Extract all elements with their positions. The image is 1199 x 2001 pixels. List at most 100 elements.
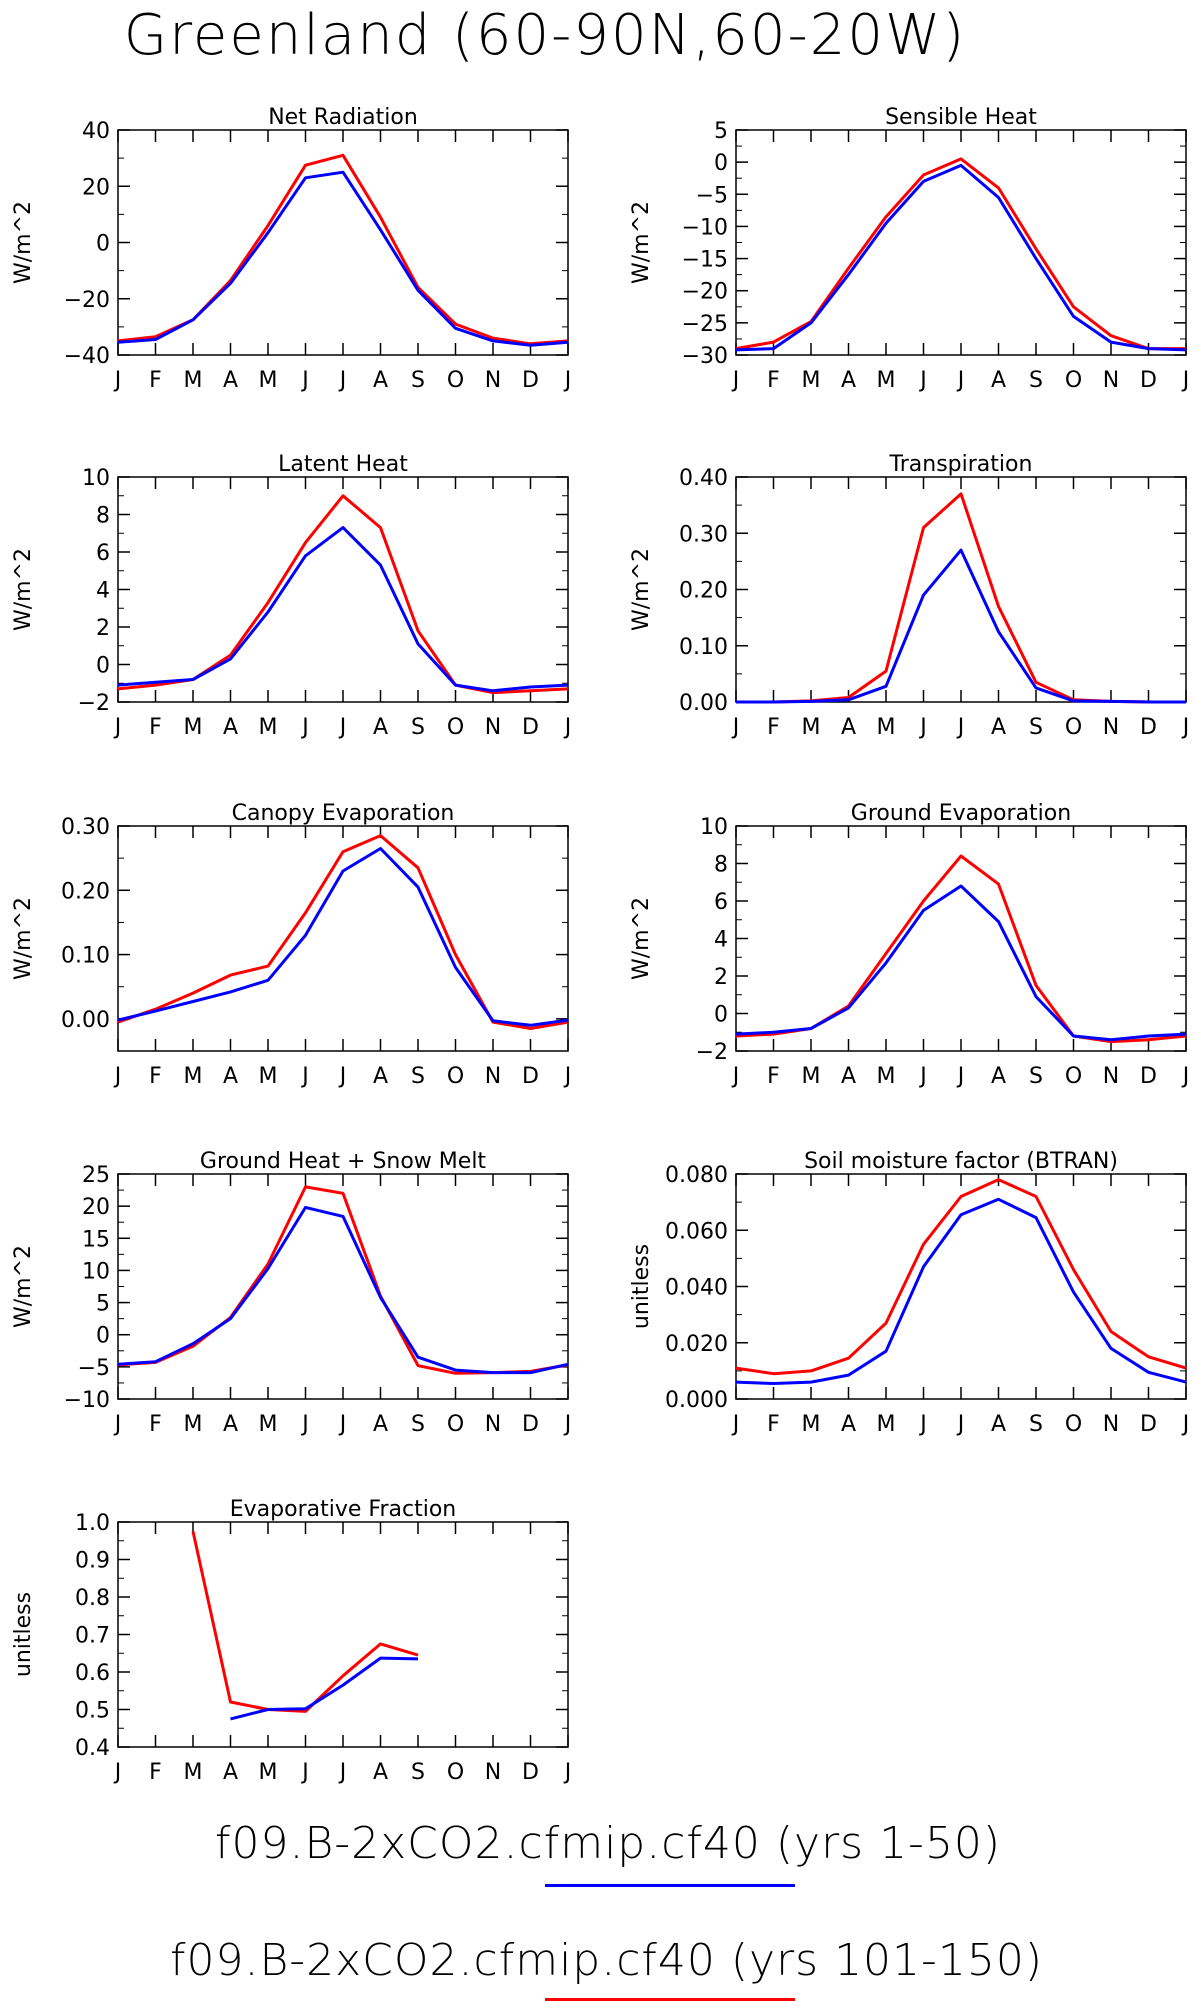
y-tick-label: 1.0 [75,1511,110,1536]
x-tick-label: J [113,1412,122,1437]
x-tick-label: M [259,1412,278,1437]
plot-frame [735,476,1187,703]
series-line-1 [736,492,1186,704]
x-tick-label: F [149,1412,162,1437]
x-tick-label: J [113,715,122,740]
x-tick-label: N [1103,715,1119,740]
x-tick-label: D [1140,1412,1157,1437]
y-tick-label: 40 [82,119,110,144]
x-tick-label: F [767,1064,780,1089]
series-line-1 [191,1531,419,1713]
x-tick-label: M [802,1412,821,1437]
series-line-1 [117,153,569,346]
x-tick-label: N [485,715,501,740]
y-tick-label: 0.080 [665,1163,728,1188]
x-tick-label: J [338,368,347,393]
y-tick-label: 20 [82,1195,110,1220]
series-line-1 [735,157,1186,351]
x-tick-label: J [1181,715,1190,740]
x-tick-label: O [447,368,464,393]
x-tick-label: M [802,1064,821,1089]
x-tick-label: J [300,1064,309,1089]
series-line-1 [735,1178,1187,1376]
x-tick-label: J [563,715,572,740]
x-tick-label: A [991,1064,1006,1089]
series-line-2 [230,1656,419,1721]
x-tick-label: N [485,1760,501,1785]
x-tick-label: F [149,368,162,393]
x-tick-label: A [841,1064,856,1089]
x-tick-label: O [1065,715,1082,740]
x-tick-label: N [1103,368,1119,393]
y-tick-label: −10 [64,1388,110,1413]
x-tick-label: N [485,1412,501,1437]
x-tick-label: J [918,368,927,393]
y-tick-label: 2 [96,616,110,641]
y-tick-label: 4 [714,928,728,953]
x-tick-label: F [767,368,780,393]
y-axis-label: W/m^2 [11,548,36,631]
y-tick-label: 0.30 [679,522,728,547]
x-tick-label: M [877,1064,896,1089]
x-tick-label: A [373,1064,388,1089]
plot-frame [117,476,569,703]
x-tick-label: N [1103,1064,1119,1089]
chart-title: Soil moisture factor (BTRAN) [804,1149,1118,1174]
x-tick-label: F [149,1760,162,1785]
x-tick-label: F [149,1064,162,1089]
series-line-2 [735,884,1187,1042]
x-tick-label: J [731,1064,740,1089]
x-tick-label: M [184,1064,203,1089]
x-tick-label: A [223,715,238,740]
x-tick-label: A [223,1760,238,1785]
y-axis-label: W/m^2 [11,1245,36,1328]
chart-title: Ground Heat + Snow Melt [200,1149,487,1174]
y-tick-label: 0 [714,151,728,176]
x-tick-label: J [563,1064,572,1089]
x-tick-label: N [485,1064,501,1089]
x-tick-label: M [184,1760,203,1785]
plot-frame [735,129,1187,356]
x-tick-label: A [223,1064,238,1089]
series-line-2 [736,548,1186,704]
series-line-1 [735,854,1187,1044]
y-tick-label: −2 [696,1040,728,1065]
y-tick-label: 6 [714,890,728,915]
y-axis-label: unitless [11,1592,36,1677]
y-axis-label: W/m^2 [11,201,36,284]
y-tick-label: −5 [78,1356,110,1381]
x-tick-label: J [113,1760,122,1785]
legend-swatch-series-2 [545,1998,795,2001]
y-tick-label: 0.000 [665,1388,728,1413]
x-tick-label: J [1181,1064,1190,1089]
x-tick-label: J [1181,368,1190,393]
x-tick-label: A [841,368,856,393]
y-axis-label: W/m^2 [629,201,654,284]
x-tick-label: J [731,715,740,740]
y-tick-label: −25 [682,312,728,337]
y-tick-label: 0.20 [679,579,728,604]
x-tick-label: J [338,1064,347,1089]
legend-label-series-2: f09.B-2xCO2.cfmip.cf40 (yrs 101-150) [170,1935,1044,1986]
y-axis-label: unitless [629,1244,654,1329]
x-tick-label: D [522,368,539,393]
series-line-1 [117,494,569,695]
y-tick-label: −2 [78,691,110,716]
x-tick-label: M [184,715,203,740]
x-tick-label: S [411,1064,425,1089]
plot-frame [117,1173,569,1400]
x-tick-label: J [956,1412,965,1437]
x-tick-label: J [1181,1412,1190,1437]
x-tick-label: A [841,715,856,740]
x-tick-label: N [1103,1412,1119,1437]
x-tick-label: J [563,368,572,393]
y-tick-label: 0.6 [75,1661,110,1686]
y-axis-label: W/m^2 [11,897,36,980]
x-tick-label: J [338,715,347,740]
chart-title: Sensible Heat [885,105,1037,130]
x-tick-label: A [373,1412,388,1437]
x-tick-label: A [373,715,388,740]
x-tick-label: A [373,368,388,393]
legend-label-series-1: f09.B-2xCO2.cfmip.cf40 (yrs 1-50) [215,1818,1002,1869]
x-tick-label: M [259,715,278,740]
